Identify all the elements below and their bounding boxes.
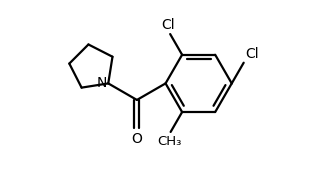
Text: N: N: [96, 76, 107, 90]
Text: Cl: Cl: [162, 18, 175, 32]
Text: O: O: [131, 132, 142, 146]
Text: CH₃: CH₃: [157, 135, 182, 148]
Text: Cl: Cl: [246, 47, 259, 61]
